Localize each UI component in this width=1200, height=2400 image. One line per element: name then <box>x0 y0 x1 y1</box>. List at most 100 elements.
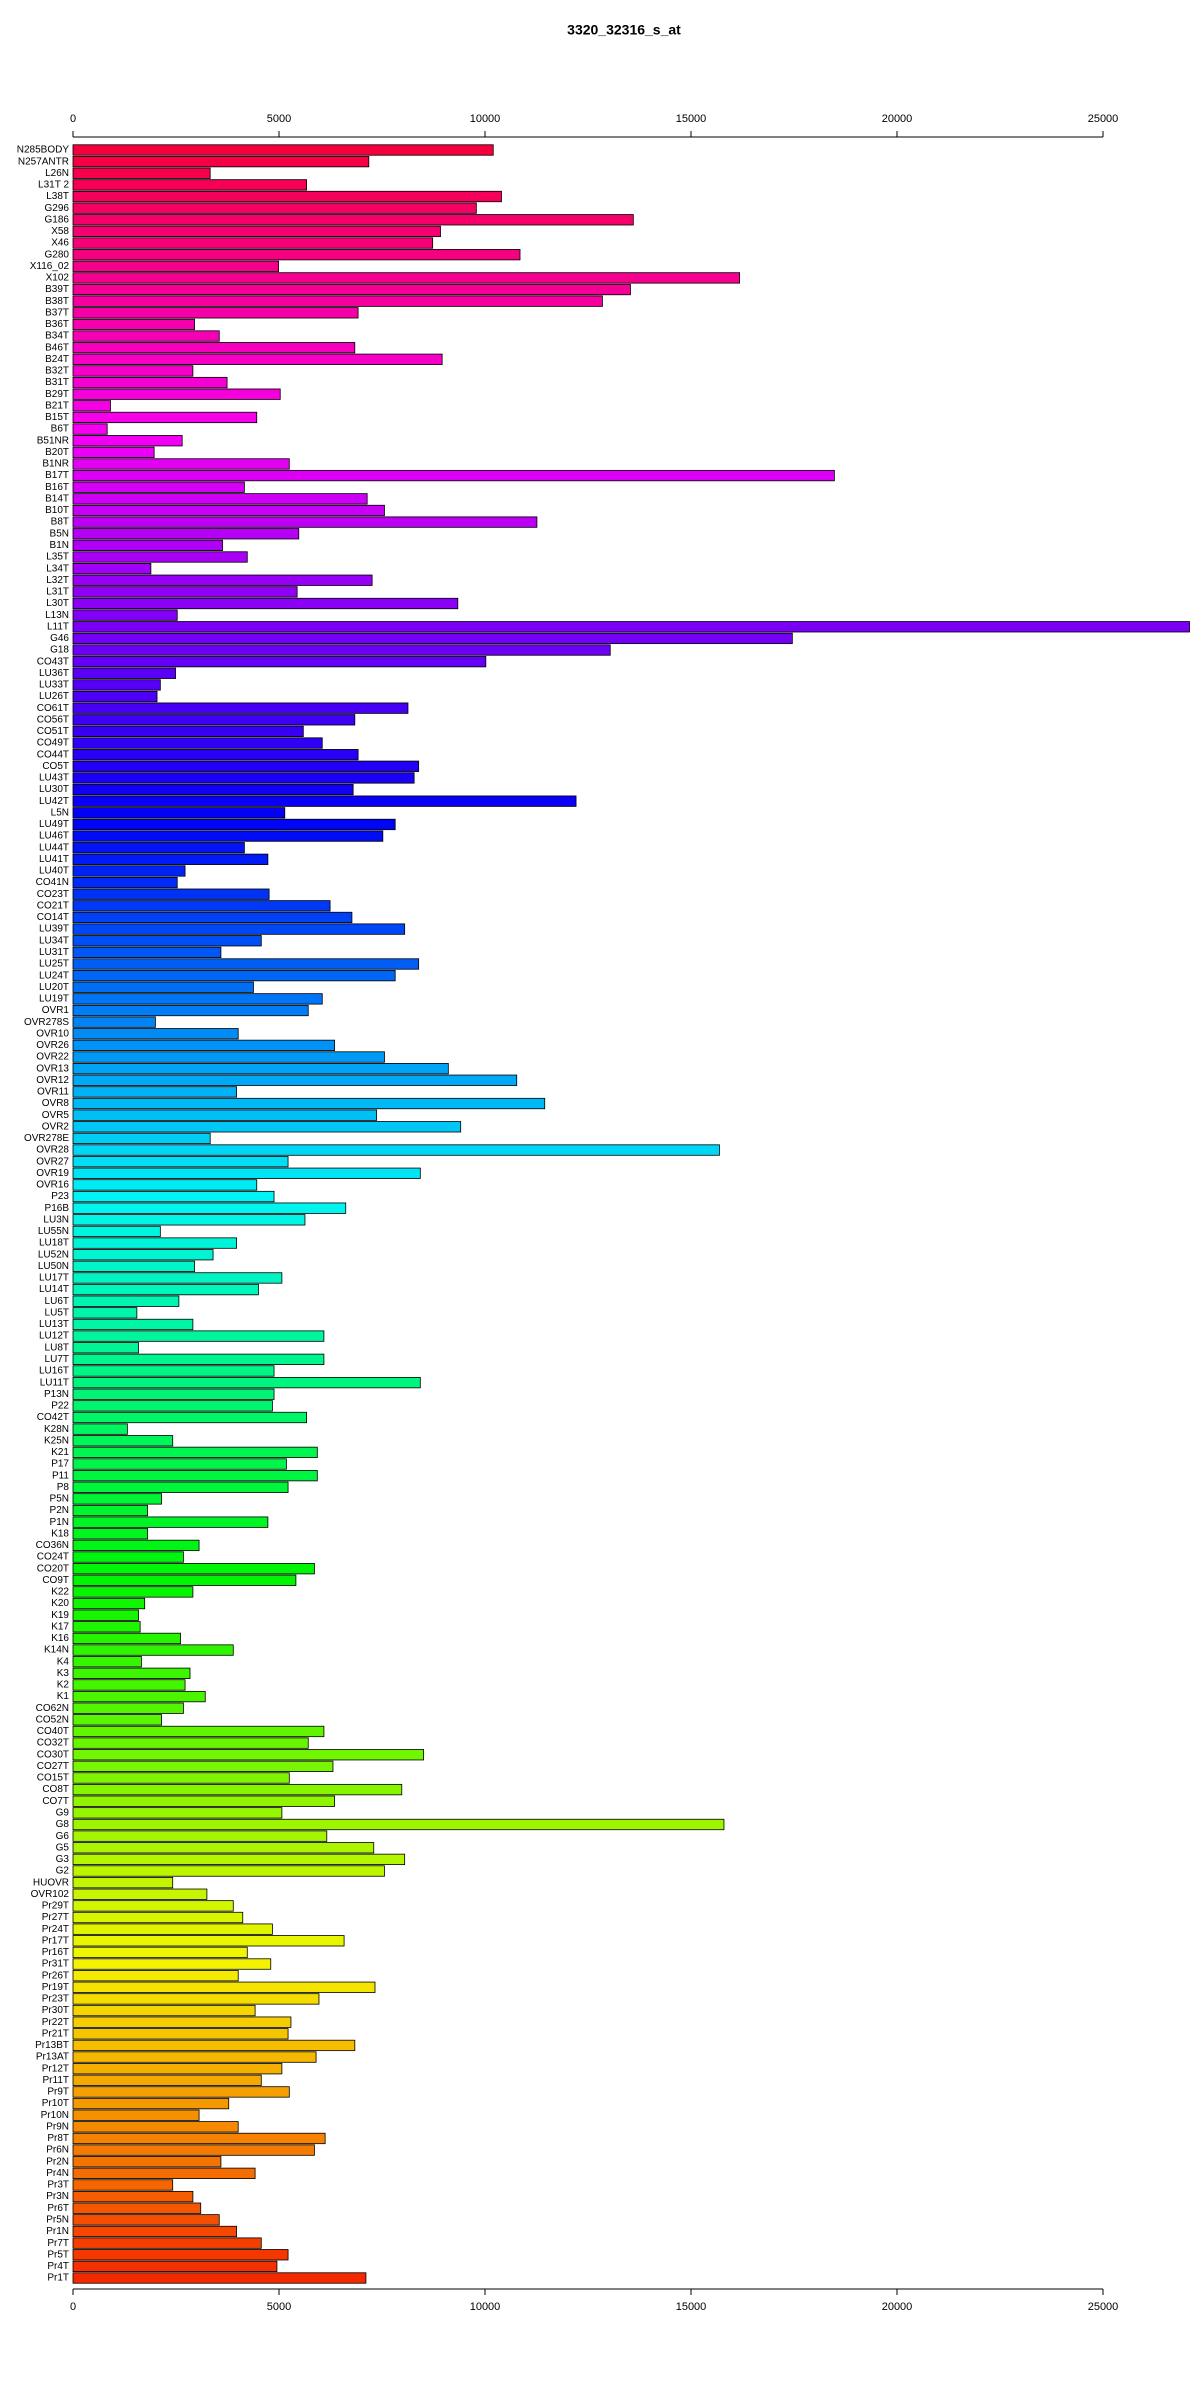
y-tick-label: Pr31T <box>42 1959 69 1970</box>
y-tick-label: P23 <box>51 1191 69 1202</box>
y-tick-label: K1 <box>57 1691 70 1702</box>
y-tick-label: G46 <box>50 633 69 644</box>
bar <box>72 493 368 505</box>
y-tick-label: Pr21T <box>42 2028 69 2039</box>
bar <box>72 411 258 424</box>
y-tick-label: K17 <box>51 1621 69 1632</box>
y-tick-label: X102 <box>46 273 70 284</box>
y-tick-label: CO44T <box>37 749 69 760</box>
y-tick-label: LU46T <box>39 831 69 842</box>
bar <box>72 1167 421 1179</box>
y-tick-label: P2N <box>50 1505 69 1516</box>
bar <box>72 1923 273 1935</box>
bar <box>72 423 108 435</box>
bar <box>72 272 741 284</box>
y-tick-label: Pr23T <box>42 1994 69 2005</box>
y-tick-label: Pr2N <box>46 2156 69 2167</box>
y-tick-label: OVR27 <box>36 1156 69 1167</box>
bar <box>72 214 634 226</box>
bar <box>72 690 158 703</box>
y-tick-label: LU24T <box>39 970 69 981</box>
bar <box>72 1272 283 1284</box>
y-tick-label: B14T <box>45 493 69 504</box>
bar <box>72 1702 184 1714</box>
y-tick-label: LU3N <box>43 1214 69 1225</box>
bar <box>72 1516 269 1528</box>
y-tick-label: LU31T <box>39 947 69 958</box>
y-tick-label: B10T <box>45 505 69 516</box>
bar <box>72 481 245 493</box>
bar <box>72 249 521 261</box>
y-tick-label: CO61T <box>37 703 69 714</box>
y-tick-label: X116_02 <box>30 261 70 272</box>
y-tick-label: K19 <box>51 1610 69 1621</box>
y-tick-label: Pr3N <box>46 2191 69 2202</box>
bar <box>72 1981 376 1993</box>
y-tick-label: LU6T <box>45 1296 69 1307</box>
y-tick-label: B21T <box>45 400 69 411</box>
x-tick-label: 15000 <box>676 113 707 125</box>
bar <box>72 1900 234 1912</box>
y-tick-label: B1N <box>50 540 69 551</box>
y-tick-label: LU43T <box>39 773 69 784</box>
bar <box>72 1621 141 1633</box>
bar <box>72 1679 186 1691</box>
bar <box>72 2237 262 2249</box>
bar <box>72 667 176 679</box>
y-tick-label: OVR8 <box>42 1098 70 1109</box>
bar <box>72 818 396 831</box>
y-tick-label: B1NR <box>42 459 69 470</box>
y-tick-label: OVR12 <box>36 1075 69 1086</box>
y-tick-label: LU52N <box>38 1249 69 1260</box>
bar <box>72 1295 180 1307</box>
bar <box>72 2156 222 2168</box>
bar <box>72 1202 347 1214</box>
bar <box>72 2086 290 2098</box>
bar <box>72 807 286 819</box>
y-tick-label: CO9T <box>42 1575 69 1586</box>
bar <box>72 1109 378 1121</box>
bar <box>72 2179 174 2191</box>
bar <box>72 2249 289 2261</box>
bar <box>72 1563 315 1575</box>
bar <box>72 2144 315 2156</box>
bar <box>72 1749 425 1761</box>
bar <box>72 911 353 924</box>
bar <box>72 1470 318 1482</box>
y-tick-label: CO27T <box>37 1761 69 1772</box>
bar <box>72 1039 336 1052</box>
bar <box>72 1132 211 1145</box>
y-tick-label: L26N <box>45 168 69 179</box>
x-tick-label: 5000 <box>267 2301 291 2313</box>
bar <box>72 190 502 203</box>
bar <box>72 1795 336 1807</box>
bar <box>72 958 420 970</box>
bar <box>72 1330 325 1342</box>
y-tick-label: Pr27T <box>42 1912 69 1923</box>
bar <box>72 446 155 458</box>
bar <box>72 1051 385 1063</box>
x-tick-label: 15000 <box>676 2301 707 2313</box>
y-tick-label: CO42T <box>37 1412 69 1423</box>
bar <box>72 656 487 668</box>
y-tick-label: LU13T <box>39 1319 69 1330</box>
bar <box>72 2121 239 2133</box>
bar <box>72 342 356 354</box>
bar <box>72 1970 239 1982</box>
bar <box>72 1760 334 1772</box>
y-tick-label: CO40T <box>37 1726 69 1737</box>
y-tick-label: LU25T <box>39 959 69 970</box>
y-tick-label: Pr4N <box>46 2168 69 2179</box>
bar <box>72 725 304 738</box>
bar <box>72 1004 309 1017</box>
y-tick-label: G2 <box>56 1866 70 1877</box>
y-tick-label: B5N <box>50 528 69 539</box>
y-tick-label: OVR2 <box>42 1121 70 1132</box>
bar <box>72 1249 214 1261</box>
y-tick-label: B37T <box>45 307 69 318</box>
bar <box>72 1667 191 1679</box>
bar <box>72 1888 208 1900</box>
y-tick-label: B8T <box>51 517 69 528</box>
bar <box>72 1225 161 1238</box>
bar <box>72 1737 309 1749</box>
